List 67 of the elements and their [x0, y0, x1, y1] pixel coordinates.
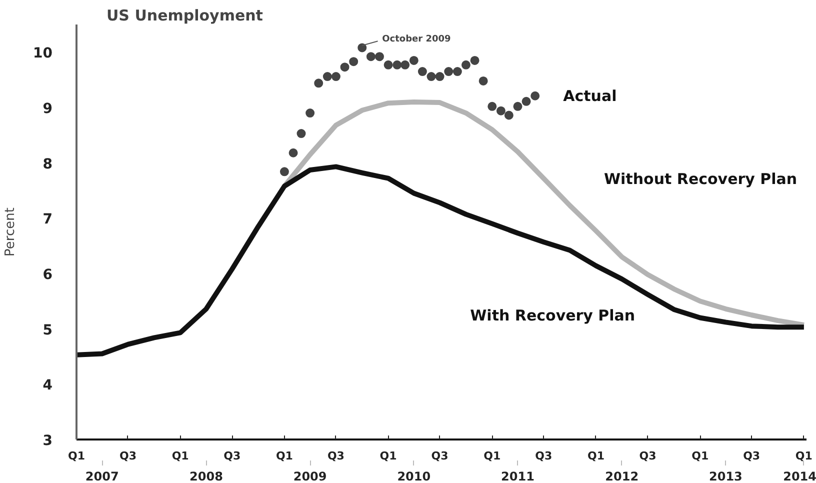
x-tick-label: Q3 [327, 450, 344, 462]
point [470, 56, 480, 65]
point [358, 43, 367, 52]
y-tick-label: 4 [42, 378, 53, 394]
point [331, 72, 340, 82]
y-tick-label: 8 [42, 156, 53, 172]
x-tick-label: Q3 [431, 450, 448, 462]
point [444, 67, 454, 76]
point [366, 52, 376, 62]
y-tick-label: 6 [42, 267, 53, 283]
point [314, 78, 324, 88]
x-tick-label: Q3 [119, 450, 137, 462]
point [504, 110, 514, 120]
point [409, 56, 418, 65]
y-tick-label: 7 [42, 212, 53, 228]
annotation: 2013 [709, 470, 742, 483]
y-tick-label: 5 [42, 322, 53, 338]
point [374, 52, 384, 62]
point [392, 60, 402, 70]
y-axis-title: Percent [3, 208, 18, 256]
series-label: Actual [563, 86, 617, 105]
y-tick-label: 3 [42, 433, 53, 449]
point [513, 102, 522, 111]
point [296, 129, 306, 138]
point [288, 148, 298, 158]
point [400, 60, 410, 70]
annotation: 2010 [397, 470, 431, 483]
x-tick-label: Q1 [380, 450, 397, 462]
x-tick-label: Q3 [743, 450, 760, 462]
annotation: 2012 [605, 470, 639, 483]
annotation: October 2009 [382, 34, 451, 45]
x-tick-label: Q1 [68, 450, 86, 462]
point [322, 72, 332, 82]
point [349, 57, 358, 66]
point [478, 76, 488, 86]
y-tick-label: 10 [33, 46, 53, 62]
annotation: 2008 [190, 470, 223, 483]
point [530, 91, 540, 100]
point [522, 96, 531, 106]
point [426, 72, 436, 82]
point [452, 67, 462, 76]
annotation: 2014 [783, 470, 816, 483]
point [340, 62, 350, 72]
chart-title: US Unemployment [106, 6, 263, 24]
series-label: With Recovery Plan [470, 306, 636, 325]
x-tick-label: Q1 [587, 450, 604, 462]
annotation: 2009 [293, 470, 327, 483]
point [488, 102, 497, 111]
x-tick-label: Q3 [639, 450, 656, 462]
annotation: 2007 [85, 470, 119, 483]
y-tick-label: 9 [42, 101, 53, 117]
x-tick-label: Q1 [795, 450, 812, 462]
x-tick-label: Q1 [172, 450, 189, 462]
point [435, 72, 444, 82]
point [384, 60, 393, 70]
point [461, 60, 470, 70]
text: Without Recovery Plan [604, 170, 798, 188]
x-tick-label: Q1 [692, 450, 709, 462]
x-tick-label: Q3 [535, 450, 552, 462]
point [306, 108, 315, 118]
annotation: 2011 [501, 470, 534, 483]
point [418, 67, 427, 76]
x-tick-label: Q3 [224, 450, 241, 462]
point [496, 106, 506, 116]
point [280, 167, 289, 176]
x-tick-label: Q1 [484, 450, 501, 462]
x-tick-label: Q1 [276, 450, 293, 462]
